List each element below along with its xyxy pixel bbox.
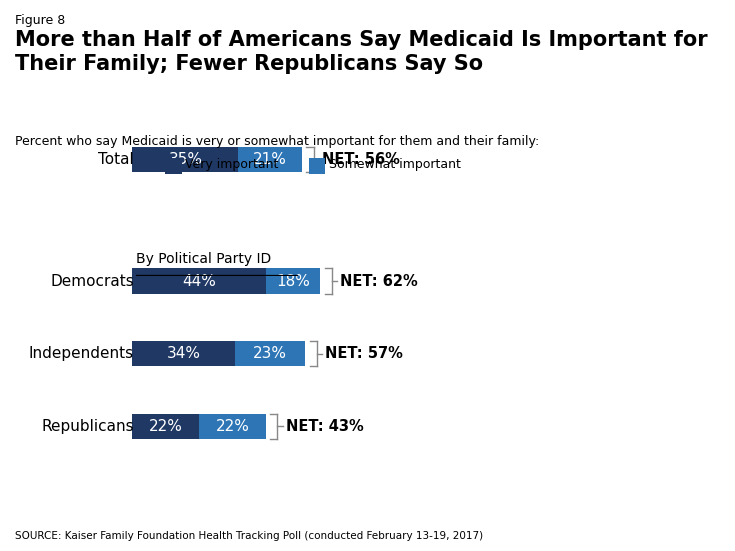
Text: 34%: 34% [167,346,201,361]
Text: 18%: 18% [276,273,310,289]
Text: 21%: 21% [254,152,287,168]
Text: NET: 56%: NET: 56% [322,152,400,168]
Text: Figure 8: Figure 8 [15,14,65,27]
Text: Percent who say Medicaid is very or somewhat important for them and their family: Percent who say Medicaid is very or some… [15,135,539,148]
Text: Independents: Independents [29,346,134,361]
Bar [199,414,265,439]
Bar [132,341,235,366]
Text: NET: 43%: NET: 43% [285,419,363,434]
Text: Somewhat important: Somewhat important [329,158,461,171]
Text: NET: 62%: NET: 62% [340,273,418,289]
Bar [235,341,305,366]
Text: Very important: Very important [185,158,279,171]
Text: 22%: 22% [148,419,182,434]
Bar [132,414,199,439]
Text: KAISER: KAISER [639,506,695,520]
Text: THE HENRY J.: THE HENRY J. [644,500,690,506]
Text: FOUNDATION: FOUNDATION [641,530,693,536]
Text: Total: Total [98,152,134,168]
Bar [132,147,238,172]
Text: More than Half of Americans Say Medicaid Is Important for
Their Family; Fewer Re: More than Half of Americans Say Medicaid… [15,30,707,74]
Text: 35%: 35% [168,152,202,168]
Bar [238,147,302,172]
Text: 22%: 22% [215,419,249,434]
Bar [265,268,320,294]
Text: SOURCE: Kaiser Family Foundation Health Tracking Poll (conducted February 13-19,: SOURCE: Kaiser Family Foundation Health … [15,531,483,541]
Text: 44%: 44% [182,273,216,289]
Bar [132,268,265,294]
Text: FAMILY: FAMILY [640,516,694,530]
Text: 23%: 23% [254,346,287,361]
Text: Republicans: Republicans [41,419,134,434]
Text: By Political Party ID: By Political Party ID [136,252,271,266]
Text: Democrats: Democrats [50,273,134,289]
Text: NET: 57%: NET: 57% [325,346,403,361]
